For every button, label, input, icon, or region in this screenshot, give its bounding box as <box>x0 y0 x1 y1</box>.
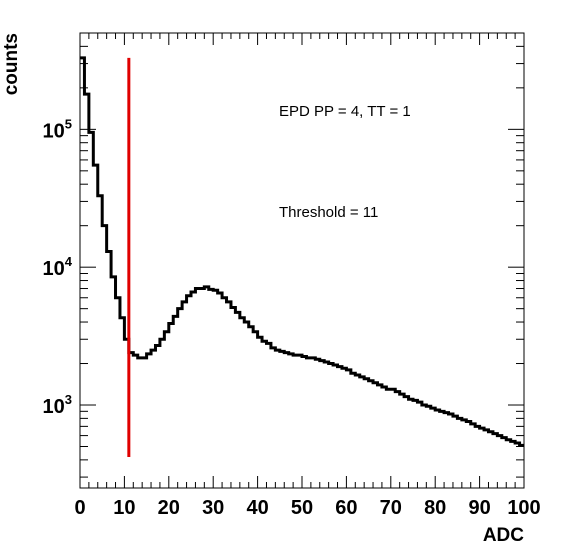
x-tick-label: 10 <box>113 497 135 519</box>
y-axis-ticks <box>80 32 524 478</box>
x-tick-label: 0 <box>74 497 85 519</box>
x-axis-ticks <box>79 33 525 488</box>
x-axis-tick-labels: 0 10 20 30 40 50 60 70 80 90 100 <box>74 497 540 519</box>
x-tick-label: 40 <box>246 497 268 519</box>
y-axis-label: counts <box>1 33 22 95</box>
x-tick-label: 20 <box>158 497 180 519</box>
x-axis-label: ADC <box>483 525 524 545</box>
y-axis-tick-labels: 103 104 105 <box>43 116 73 418</box>
annotation-threshold: Threshold = 11 <box>279 204 378 221</box>
histogram-series <box>80 56 524 447</box>
annotation-epd: EPD PP = 4, TT = 1 <box>279 103 411 120</box>
x-tick-label: 50 <box>291 497 313 519</box>
y-tick-label: 104 <box>43 254 73 280</box>
x-tick-label: 30 <box>202 497 224 519</box>
x-tick-label: 80 <box>424 497 446 519</box>
x-tick-label: 100 <box>507 497 540 519</box>
y-tick-label: 103 <box>43 392 72 418</box>
x-tick-label: 90 <box>468 497 490 519</box>
x-tick-label: 60 <box>335 497 357 519</box>
x-tick-label: 70 <box>380 497 402 519</box>
y-tick-label: 105 <box>43 116 72 142</box>
